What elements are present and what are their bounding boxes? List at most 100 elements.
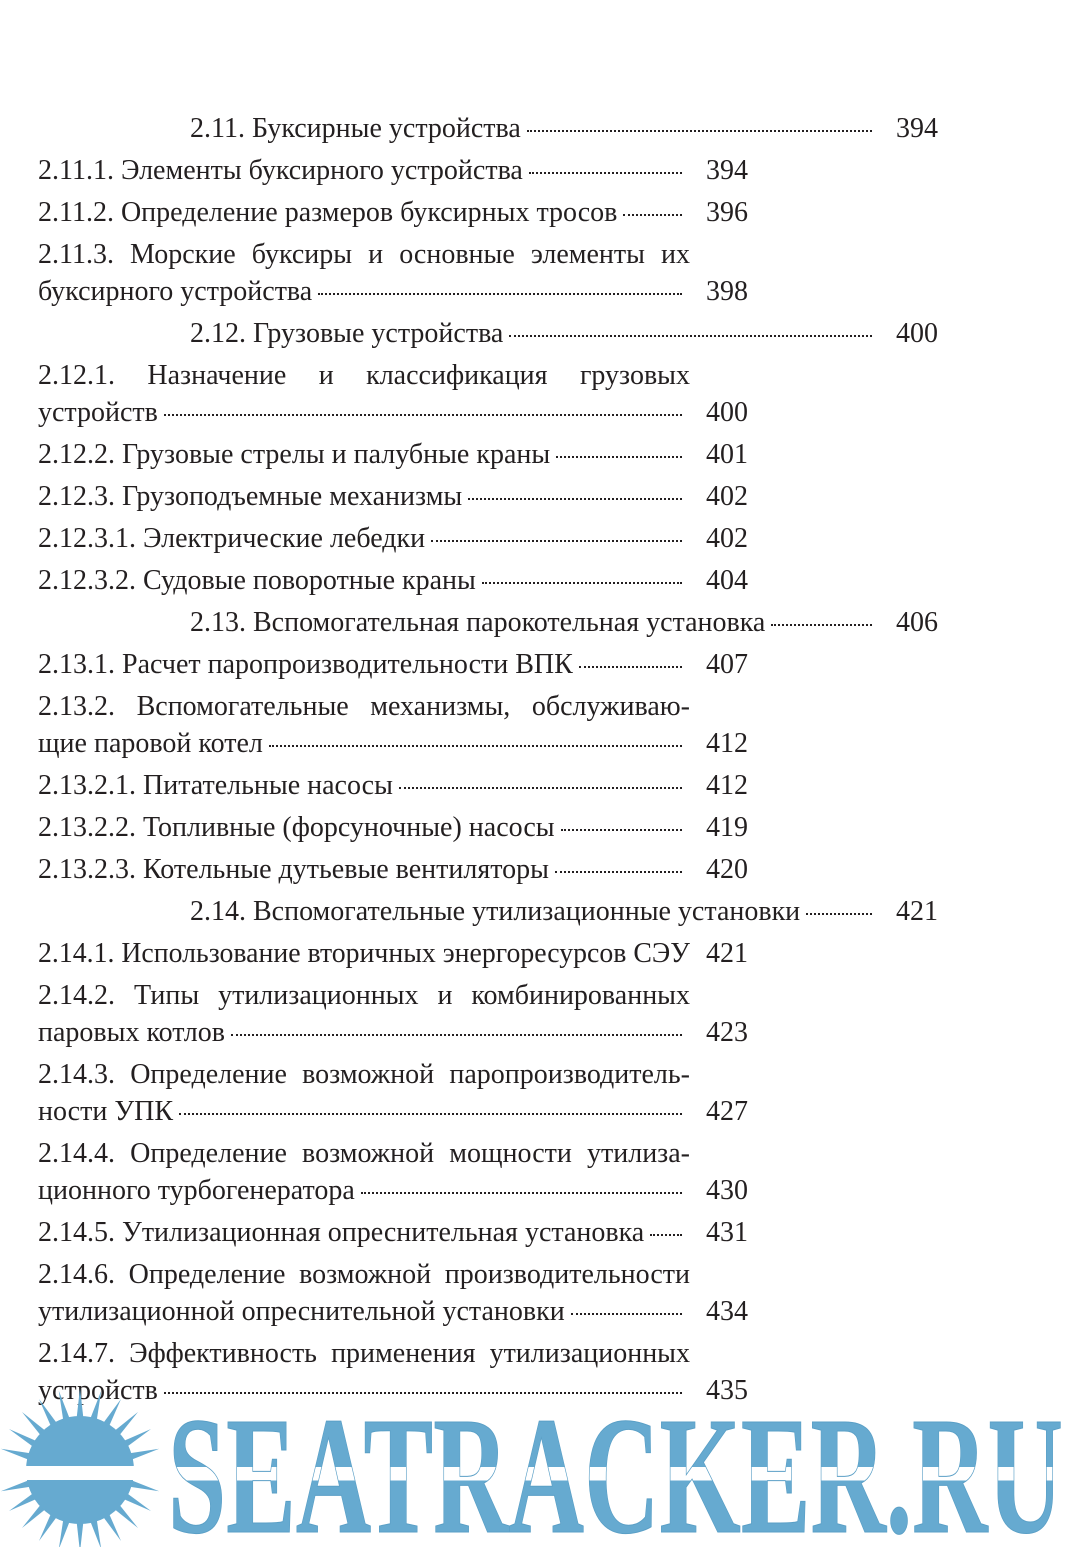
dot-leader xyxy=(509,335,872,337)
entry-title: 2.11.2. Определение размеров буксирных т… xyxy=(38,197,618,228)
entry-title-leader: 2.12. Грузовые устройства xyxy=(190,315,880,352)
entry-title-leader: 2.12.3.2. Судовые поворотные краны xyxy=(38,562,690,599)
toc-subentry: 2.13.2.2. Топливные (форсуночные) насосы… xyxy=(38,809,753,851)
toc-subentry: 2.13.2.1. Питательные насосы 412 xyxy=(38,767,753,809)
sun-ray xyxy=(0,1466,31,1474)
entry-title: паровых котлов xyxy=(38,1017,225,1048)
entry-line: 2.12.1. Назначение и классификация грузо… xyxy=(38,360,690,391)
entry-title: 2.11.1. Элементы буксирного устройства xyxy=(38,155,523,186)
entry-title: щие паровой котел xyxy=(38,728,263,759)
entry-last-line: 2.12.2. Грузовые стрелы и палубные краны… xyxy=(38,436,753,473)
entry-title: ности УПК xyxy=(38,1096,174,1127)
entry-title: 2.14.5. Утилизационная опреснительная ус… xyxy=(38,1217,645,1248)
entry-title: 2.12.3.1. Электрические лебедки xyxy=(38,523,426,554)
toc-subentry: 2.12.3.1. Электрические лебедки 402 xyxy=(38,520,753,562)
table-of-contents: 2.11. Буксирные устройства 394 2.11.1. Эле… xyxy=(0,110,1080,1414)
entry-last-line: паровых котлов 423 xyxy=(38,1014,753,1051)
entry-title-leader: паровых котлов xyxy=(38,1014,690,1051)
entry-title: 2.13.2.3. Котельные дутьевые вентиляторы xyxy=(38,854,549,885)
entry-line: 2.14.4. Определение возможной мощности у… xyxy=(38,1138,690,1169)
entry-line: 2.11.3. Морские буксиры и основные элеме… xyxy=(38,239,690,270)
entry-line: 2.14.3. Определение возможной паропроизв… xyxy=(38,1059,690,1090)
entry-title-leader: 2.13. Вспомогательная парокотельная уста… xyxy=(190,604,880,641)
page-number: 401 xyxy=(706,439,748,470)
entry-title-leader: 2.11.2. Определение размеров буксирных т… xyxy=(38,194,690,231)
entry-title-leader: 2.14.1. Использование вторичных энергоре… xyxy=(38,935,690,972)
entry-last-line: 2.14.1. Использование вторичных энергоре… xyxy=(38,935,753,972)
toc-subentry: 2.14.1. Использование вторичных энергоре… xyxy=(38,935,753,977)
page-number: 396 xyxy=(706,197,748,228)
page-number: 423 xyxy=(706,1017,748,1048)
toc-subentry: 2.14.2. Типы утилизационных и комбиниров… xyxy=(38,977,753,1056)
toc-entry: 2.14. Вспомогательные утилизационные уст… xyxy=(190,893,943,935)
entry-last-line: 2.11.2. Определение размеров буксирных т… xyxy=(38,194,753,231)
sun-disc xyxy=(26,1416,134,1524)
page-number: 406 xyxy=(896,607,938,638)
entry-title: 2.13. Вспомогательная парокотельная уста… xyxy=(190,607,766,638)
entry-line: 2.13.2. Вспомогательные механизмы, обслу… xyxy=(38,691,690,722)
sun-ray xyxy=(127,1448,160,1461)
dot-leader xyxy=(360,1192,682,1194)
toc-subentry: 2.11.1. Элементы буксирного устройства 39… xyxy=(38,152,753,194)
dot-leader xyxy=(806,913,872,915)
page-number: 400 xyxy=(706,397,748,428)
sun-ray xyxy=(121,1429,152,1449)
entry-title: 2.14.1. Использование вторичных энергоре… xyxy=(38,938,690,969)
entry-title-leader: ности УПК xyxy=(38,1093,690,1130)
toc-subentry: 2.14.7. Эффективность применения утилиза… xyxy=(38,1335,753,1414)
entry-title-leader: 2.13.2.2. Топливные (форсуночные) насосы xyxy=(38,809,690,846)
entry-line: 2.14.2. Типы утилизационных и комбиниров… xyxy=(38,980,690,1011)
page-number: 420 xyxy=(706,854,748,885)
dot-leader xyxy=(578,666,682,668)
entry-title-leader: буксирного устройства xyxy=(38,273,690,310)
page-number: 402 xyxy=(706,523,748,554)
entry-title: 2.11. Буксирные устройства xyxy=(190,113,521,144)
toc-subentry: 2.14.3. Определение возможной паропроизв… xyxy=(38,1056,753,1135)
entry-title-leader: ционного турбогенератора xyxy=(38,1172,690,1209)
dot-leader xyxy=(398,787,682,789)
page-number: 400 xyxy=(896,318,938,349)
dot-leader xyxy=(163,414,682,416)
dot-leader xyxy=(556,456,682,458)
entry-title: 2.13.2.2. Топливные (форсуночные) насосы xyxy=(38,812,555,843)
toc-subentry: 2.12.1. Назначение и классификация грузо… xyxy=(38,357,753,436)
entry-title: устройств xyxy=(38,1375,158,1406)
entry-last-line: 2.13.1. Расчет паропроизводительности ВП… xyxy=(38,646,753,683)
toc-subentry: 2.13.2. Вспомогательные механизмы, обслу… xyxy=(38,688,753,767)
sun-ray xyxy=(22,1502,48,1528)
entry-last-line: ционного турбогенератора 430 xyxy=(38,1172,753,1209)
dot-leader xyxy=(570,1313,682,1315)
dot-leader xyxy=(179,1113,682,1115)
sun-ray xyxy=(127,1479,160,1492)
entry-title-leader: 2.13.1. Расчет паропроизводительности ВП… xyxy=(38,646,690,683)
entry-last-line: 2.13.2.1. Питательные насосы 412 xyxy=(38,767,753,804)
sun-ray xyxy=(89,1517,101,1547)
dot-leader xyxy=(526,130,872,132)
entry-last-line: устройств 435 xyxy=(38,1372,753,1409)
entry-title-leader: 2.13.2.1. Питательные насосы xyxy=(38,767,690,804)
entry-last-line: буксирного устройства 398 xyxy=(38,273,753,310)
entry-title-leader: 2.12.2. Грузовые стрелы и палубные краны xyxy=(38,436,690,473)
entry-last-line: ности УПК 427 xyxy=(38,1093,753,1130)
dot-leader xyxy=(481,582,682,584)
entry-title-leader: 2.14.5. Утилизационная опреснительная ус… xyxy=(38,1214,690,1251)
entry-title: 2.12.3.2. Судовые поворотные краны xyxy=(38,565,476,596)
entry-line: 2.14.6. Определение возможной производит… xyxy=(38,1259,690,1290)
entry-last-line: 2.14. Вспомогательные утилизационные уст… xyxy=(190,893,943,930)
entry-last-line: 2.12.3. Грузоподъемные механизмы 402 xyxy=(38,478,753,515)
entry-last-line: 2.12.3.1. Электрические лебедки 402 xyxy=(38,520,753,557)
dot-leader xyxy=(771,624,872,626)
sun-ray xyxy=(8,1429,39,1449)
toc-subentry: 2.11.3. Морские буксиры и основные элеме… xyxy=(38,236,753,315)
dot-leader xyxy=(268,745,682,747)
entry-title: 2.12.3. Грузоподъемные механизмы xyxy=(38,481,463,512)
page-number: 431 xyxy=(706,1217,748,1248)
toc-subentry: 2.14.4. Определение возможной мощности у… xyxy=(38,1135,753,1214)
dot-leader xyxy=(554,871,682,873)
dot-leader xyxy=(431,540,682,542)
entry-last-line: 2.12.3.2. Судовые поворотные краны 404 xyxy=(38,562,753,599)
page-number: 427 xyxy=(706,1096,748,1127)
page-number: 435 xyxy=(706,1375,748,1406)
entry-last-line: устройств 400 xyxy=(38,394,753,431)
dot-leader xyxy=(623,214,682,216)
